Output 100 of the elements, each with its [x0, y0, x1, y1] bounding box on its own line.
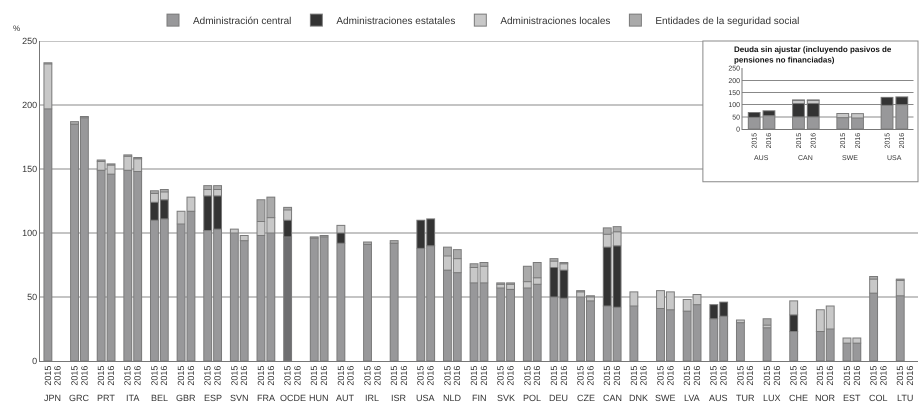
text: GBR: [176, 393, 196, 403]
x-tick-label: 2016: [266, 366, 276, 386]
text: HUN: [309, 393, 328, 403]
text: LUX: [763, 393, 781, 403]
x-tick-label: 2016: [212, 366, 222, 386]
bar: [762, 318, 772, 326]
x-tick-label: 2015: [868, 366, 879, 386]
text: NLD: [443, 393, 462, 403]
text: CAN: [603, 393, 622, 403]
text: OCDE: [280, 393, 306, 403]
x-tick-label: 2015: [256, 366, 266, 386]
x-tick-label: 2016: [319, 366, 330, 386]
text: NOR: [815, 393, 836, 403]
x-tick-label: 2016: [426, 366, 436, 386]
x-tick-label: 2016: [398, 366, 409, 386]
x-tick-label: 2015: [735, 366, 746, 386]
x-tick-label: 2015: [282, 366, 293, 386]
text: PRT: [97, 393, 116, 403]
legend-label: Entidades de la seguridad social: [655, 16, 800, 27]
text: GRC: [69, 393, 90, 403]
legend-label: Administración central: [193, 16, 292, 27]
x-tick-label: 2015: [69, 366, 80, 386]
x-tick-label: 2016: [186, 366, 196, 386]
x-tick-label: 2016: [292, 366, 302, 386]
text: DNK: [629, 393, 648, 403]
text: CZE: [577, 393, 595, 403]
x-tick-label: 2015: [42, 366, 53, 386]
text: SWE: [655, 393, 676, 403]
text: SVN: [230, 393, 249, 403]
x-tick-label: 2015: [815, 366, 826, 386]
x-tick-label: 2016: [905, 366, 916, 386]
y-axis-title: %: [13, 24, 20, 33]
x-tick-label: 2016: [372, 366, 382, 386]
x-tick-label: 2016: [558, 366, 569, 386]
x-tick-label: 2016: [346, 366, 356, 386]
legend-label: Administraciones locales: [500, 16, 610, 27]
text: AUT: [336, 393, 354, 403]
x-tick-label: 2015: [442, 366, 452, 386]
x-tick-label: 2016: [52, 366, 63, 386]
x-tick-label: 2015: [682, 366, 692, 386]
text: FRA: [257, 393, 275, 403]
x-tick-label: 2015: [416, 366, 426, 386]
x-tick-label: 2015: [895, 366, 906, 386]
x-tick-label: 2015: [842, 366, 852, 386]
x-tick-label: 2016: [612, 366, 622, 386]
chart-title: Deuda sin ajustar (incluyendo pasivos de pensiones no financiadas): [734, 45, 892, 64]
text: BEL: [151, 393, 168, 403]
text: FIN: [472, 393, 486, 403]
x-tick-label: 2015: [176, 366, 186, 386]
x-tick-label: 2016: [878, 366, 888, 386]
text: COL: [869, 393, 888, 403]
text: ISR: [391, 393, 407, 403]
x-tick-label: 2015: [309, 366, 320, 386]
x-tick-label: 2015: [602, 366, 612, 386]
text: ITA: [126, 393, 140, 403]
x-tick-label: 2015: [202, 366, 213, 386]
text: USA: [416, 393, 435, 403]
x-tick-label: 2016: [585, 366, 596, 386]
x-tick-label: 2016: [132, 366, 143, 386]
text: DEU: [549, 393, 568, 403]
text: TUR: [736, 393, 755, 403]
y-tick-label: 0: [32, 356, 38, 366]
x-tick-label: 2015: [628, 366, 639, 386]
x-tick-label: 2015: [362, 366, 372, 386]
x-tick-label: 2016: [452, 366, 462, 386]
text: LTU: [897, 393, 914, 403]
x-tick-label: 2016: [798, 366, 808, 386]
x-tick-label: 2015: [762, 366, 772, 386]
text: IRL: [365, 393, 380, 403]
x-tick-label: 2015: [389, 366, 400, 386]
x-tick-label: 2016: [79, 366, 90, 386]
x-tick-label: 2016: [106, 366, 116, 386]
x-tick-label: 2016: [532, 366, 542, 386]
y-tick-label: 200: [22, 100, 38, 110]
y-tick-label: 50: [27, 292, 38, 302]
text: JPN: [44, 393, 62, 403]
x-tick-label: 2016: [505, 366, 516, 386]
y-tick-label: 100: [22, 228, 38, 238]
text: POL: [523, 393, 542, 403]
x-tick-label: 2015: [548, 366, 559, 386]
x-tick-label: 2016: [718, 366, 729, 386]
y-tick-label: 250: [22, 36, 38, 46]
x-tick-label: 2016: [745, 366, 756, 386]
text: SVK: [497, 393, 516, 403]
legend-label: Administraciones estatales: [336, 16, 456, 27]
text: LVA: [684, 393, 700, 403]
x-tick-label: 2015: [496, 366, 506, 386]
x-tick-label: 2015: [122, 366, 133, 386]
x-tick-label: 2015: [229, 366, 240, 386]
x-tick-label: 2015: [468, 366, 479, 386]
x-tick-label: 2015: [96, 366, 106, 386]
x-tick-label: 2015: [149, 366, 160, 386]
x-tick-label: 2016: [852, 366, 862, 386]
x-tick-label: 2016: [825, 366, 836, 386]
x-tick-label: 2015: [708, 366, 719, 386]
x-tick-label: 2016: [692, 366, 702, 386]
x-tick-label: 2016: [772, 366, 782, 386]
text: CHE: [789, 393, 808, 403]
x-tick-label: 2016: [239, 366, 250, 386]
x-tick-label: 2015: [788, 366, 799, 386]
